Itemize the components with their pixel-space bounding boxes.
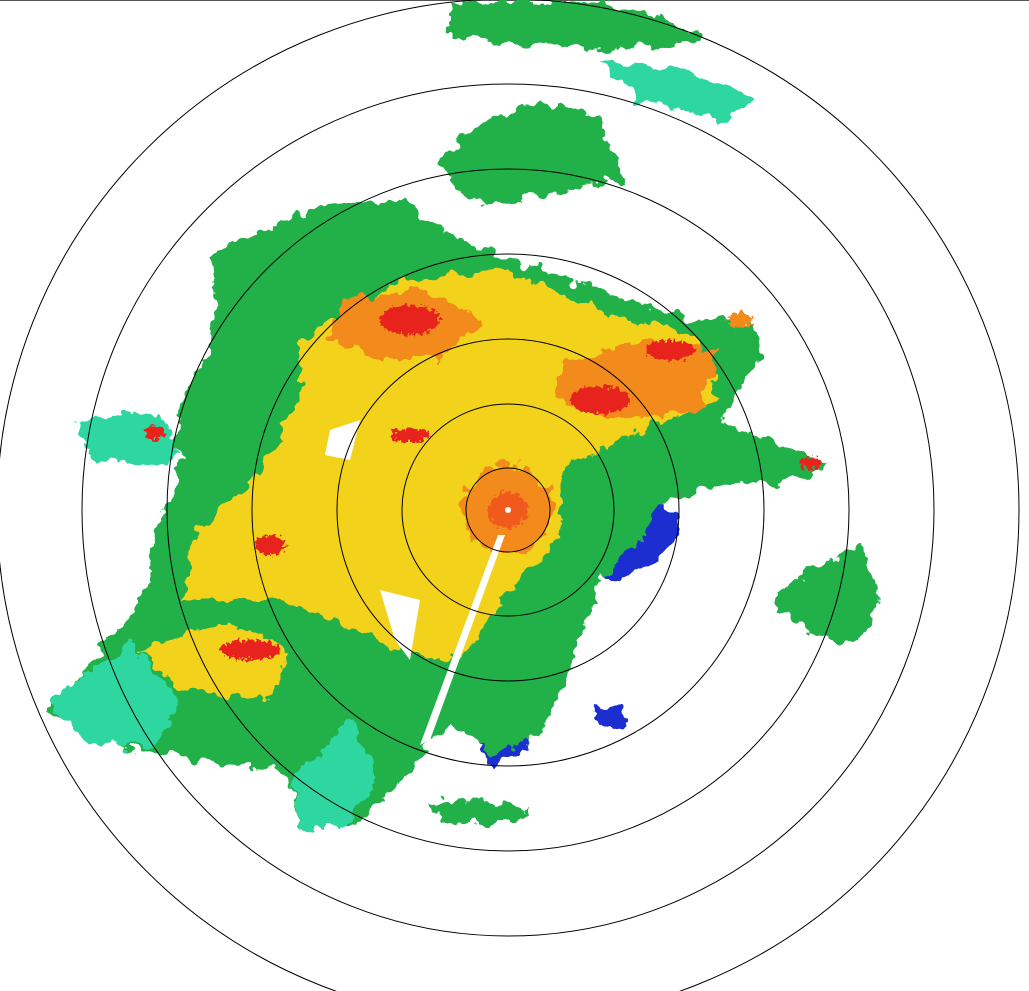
echo-light bbox=[780, 545, 880, 640]
range-ring bbox=[401, 403, 615, 617]
range-ring bbox=[336, 338, 680, 682]
radar-site bbox=[505, 507, 511, 513]
range-ring bbox=[166, 168, 850, 852]
echo-light bbox=[450, 2, 700, 50]
gap bbox=[325, 420, 360, 460]
echo-light bbox=[290, 720, 380, 830]
echo-intense bbox=[145, 426, 165, 440]
echo-intense bbox=[255, 535, 285, 555]
range-ring bbox=[251, 253, 765, 767]
echo-intense bbox=[220, 640, 280, 660]
echo-light bbox=[440, 105, 630, 205]
echo-light bbox=[50, 640, 180, 750]
echo-intense bbox=[390, 428, 430, 442]
echo-layer bbox=[50, 2, 880, 830]
echo-intense bbox=[570, 386, 630, 414]
range-ring bbox=[465, 467, 551, 553]
echo-light bbox=[430, 798, 530, 822]
echo-intense bbox=[380, 305, 440, 335]
gap bbox=[420, 535, 505, 745]
echo-moderate bbox=[140, 620, 290, 700]
echo-weak bbox=[595, 705, 630, 728]
gaps bbox=[325, 420, 511, 745]
echo-heavy bbox=[728, 312, 752, 328]
range-ring bbox=[81, 83, 935, 937]
echo-light bbox=[78, 412, 180, 465]
echo-intense bbox=[800, 457, 820, 469]
gap bbox=[380, 590, 420, 660]
echo-light bbox=[600, 60, 760, 120]
echo-intense bbox=[645, 340, 695, 360]
